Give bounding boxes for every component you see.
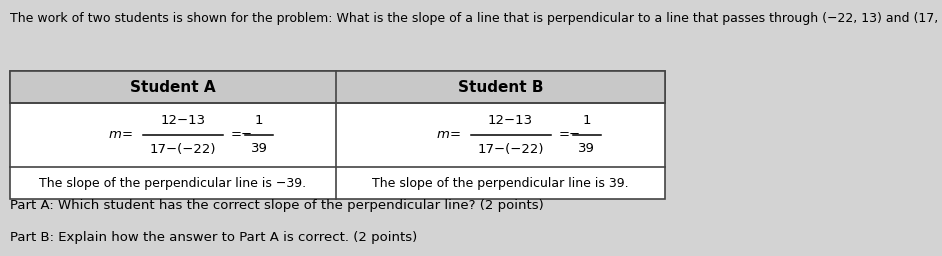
Text: 12−13: 12−13: [160, 114, 205, 127]
Text: =−: =−: [231, 129, 253, 142]
Bar: [10, 71, 665, 103]
Text: 17−(−22): 17−(−22): [478, 143, 544, 155]
Text: Part A: Which student has the correct slope of the perpendicular line? (2 points: Part A: Which student has the correct sl…: [10, 199, 544, 212]
Text: 17−(−22): 17−(−22): [150, 143, 217, 155]
Text: The work of two students is shown for the problem: What is the slope of a line t: The work of two students is shown for th…: [10, 12, 942, 25]
Text: 39: 39: [578, 143, 595, 155]
Text: Part B: Explain how the answer to Part A is correct. (2 points): Part B: Explain how the answer to Part A…: [10, 231, 417, 244]
Text: =−: =−: [559, 129, 580, 142]
Text: Student B: Student B: [458, 80, 544, 94]
Text: The slope of the perpendicular line is 39.: The slope of the perpendicular line is 3…: [372, 176, 629, 189]
Text: 39: 39: [251, 143, 268, 155]
Text: 1: 1: [254, 114, 263, 127]
Text: $m\!=\!$: $m\!=\!$: [435, 129, 461, 142]
Text: $m\!=\!$: $m\!=\!$: [108, 129, 133, 142]
Bar: [10, 71, 665, 199]
Text: The slope of the perpendicular line is −39.: The slope of the perpendicular line is −…: [40, 176, 306, 189]
Text: 12−13: 12−13: [488, 114, 533, 127]
Text: 1: 1: [582, 114, 591, 127]
Text: Student A: Student A: [130, 80, 216, 94]
